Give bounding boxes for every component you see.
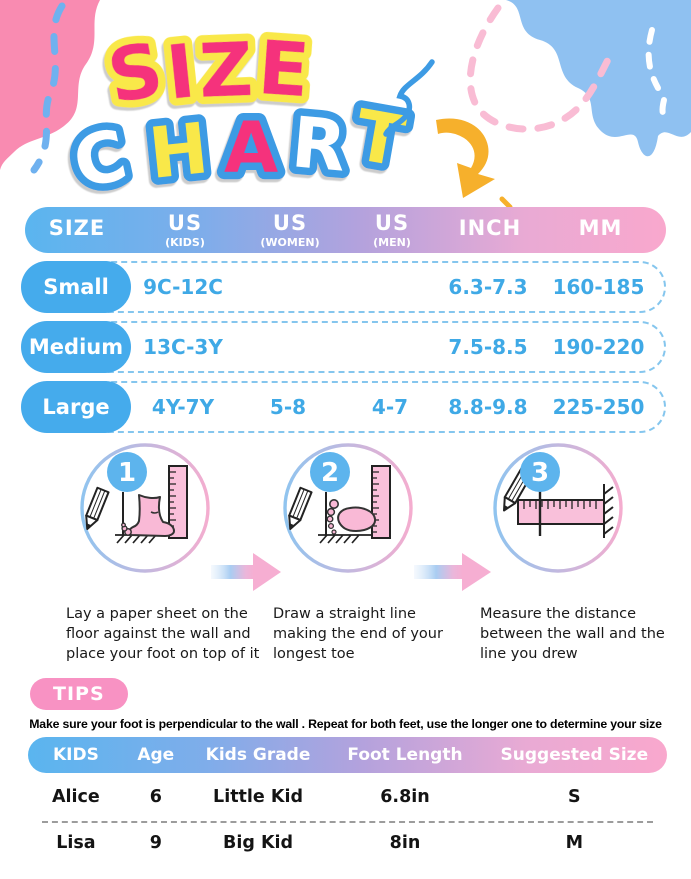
- size-badge-large: Large: [21, 381, 131, 433]
- foot-icon: [121, 494, 175, 537]
- cell-foot-length: 8in: [389, 833, 421, 853]
- cell-small-inch: 6.3-7.3: [448, 275, 528, 299]
- footprint-icon: [326, 498, 377, 535]
- header-kids: KIDS: [52, 745, 99, 765]
- cell-grade: Big Kid: [223, 833, 294, 853]
- header-kids-grade: Kids Grade: [205, 745, 311, 765]
- cell-suggested-size: S: [568, 787, 581, 807]
- step-1-text: Lay a paper sheet on the floor against t…: [66, 606, 260, 662]
- step-number-badge: [310, 452, 350, 492]
- header-us-men: US (MEN): [373, 210, 411, 249]
- size-badge-small: Small: [21, 261, 131, 313]
- cell-large-mm: 225-250: [552, 395, 645, 419]
- kids-size-table: KIDS Age Kids Grade Foot Length Suggeste…: [28, 737, 667, 863]
- ruler-icon: [517, 499, 605, 525]
- arrow-right-icon: [414, 553, 491, 591]
- floor-icon: [318, 534, 386, 544]
- cell-small-mm: 160-185: [552, 275, 645, 299]
- header-inch: INCH: [458, 216, 522, 240]
- step-number: 2: [321, 458, 339, 488]
- measuring-steps: 1 2: [0, 442, 691, 594]
- tips-section: TIPS: [30, 678, 691, 710]
- step-number: 1: [118, 458, 136, 488]
- table-row: Lisa 9 Big Kid 8in M: [28, 823, 667, 863]
- table-row-medium: Medium 13C-3Y 7.5-8.5 190-220: [21, 321, 666, 373]
- header-us-women: US (WOMEN): [260, 210, 320, 249]
- pink-dashed-curve-decoration: [466, 4, 616, 133]
- cell-foot-length: 6.8in: [380, 787, 430, 807]
- cell-grade: Little Kid: [213, 787, 303, 807]
- pencil-icon: [85, 486, 110, 530]
- hero-header: SIZE C H A RT: [0, 0, 691, 207]
- cell-suggested-size: M: [565, 833, 584, 853]
- cell-medium-mm: 190-220: [552, 335, 645, 359]
- row-divider: [42, 821, 653, 823]
- arrow-dash-accent: [499, 196, 513, 207]
- curved-arrow-icon: [436, 118, 495, 198]
- size-table-header: SIZE US (KIDS) US (WOMEN) US (MEN) INCH MM: [25, 207, 666, 253]
- cell-name: Alice: [52, 787, 100, 807]
- hero-art: SIZE C H A RT: [0, 0, 691, 207]
- cell-name: Lisa: [56, 833, 96, 853]
- tips-text: Make sure your foot is perpendicular to …: [29, 717, 662, 731]
- table-row-small: Small 9C-12C 6.3-7.3 160-185: [21, 261, 666, 313]
- step-2-illustration: 2: [283, 443, 413, 573]
- cell-medium-inch: 7.5-8.5: [448, 335, 528, 359]
- title-word-size: SIZE: [101, 15, 321, 128]
- size-table: SIZE US (KIDS) US (WOMEN) US (MEN) INCH MM …: [21, 207, 666, 433]
- tips-badge: TIPS: [30, 678, 128, 710]
- header-mm: MM: [578, 216, 623, 240]
- ruler-icon: [371, 465, 391, 539]
- cell-small-us-kids: 9C-12C: [143, 275, 223, 299]
- header-age: Age: [137, 745, 175, 765]
- step-number: 3: [531, 458, 549, 488]
- white-dashes-decoration: [645, 27, 667, 121]
- step-descriptions: Lay a paper sheet on the floor against t…: [0, 604, 691, 664]
- header-foot-length: Foot Length: [347, 745, 463, 765]
- step-2-text: Draw a straight line making the end of y…: [273, 606, 443, 662]
- cell-large-us-men: 4-7: [371, 395, 409, 419]
- blue-blob-decoration: [506, 0, 691, 157]
- pencil-icon: [288, 486, 313, 530]
- kids-table-header: KIDS Age Kids Grade Foot Length Suggeste…: [28, 737, 667, 773]
- size-badge-medium: Medium: [21, 321, 131, 373]
- header-size: SIZE: [48, 216, 106, 240]
- cell-large-inch: 8.8-9.8: [448, 395, 528, 419]
- cell-large-us-kids: 4Y-7Y: [151, 395, 215, 419]
- pink-blob-decoration: [0, 0, 100, 170]
- step-3-illustration: 3: [493, 443, 623, 573]
- step-3-text: Measure the distance between the wall an…: [480, 606, 665, 662]
- blue-dashed-line-decoration: [30, 2, 66, 174]
- ruler-icon: [168, 465, 188, 539]
- step-number-badge: [520, 452, 560, 492]
- cell-age: 6: [149, 787, 162, 807]
- wall-hatch-icon: [603, 484, 614, 538]
- table-row-large: Large 4Y-7Y 5-8 4-7 8.8-9.8 225-250: [21, 381, 666, 433]
- cell-age: 9: [149, 833, 162, 853]
- step-number-badge: [107, 452, 147, 492]
- step-1-illustration: 1: [80, 443, 210, 573]
- cell-medium-us-kids: 13C-3Y: [143, 335, 223, 359]
- header-us-kids: US (KIDS): [165, 210, 205, 249]
- cell-large-us-women: 5-8: [269, 395, 307, 419]
- table-row: Alice 6 Little Kid 6.8in S: [28, 773, 667, 821]
- squiggle-icon: [383, 59, 435, 137]
- header-suggested-size: Suggested Size: [500, 745, 649, 765]
- arrow-right-icon: [211, 553, 281, 591]
